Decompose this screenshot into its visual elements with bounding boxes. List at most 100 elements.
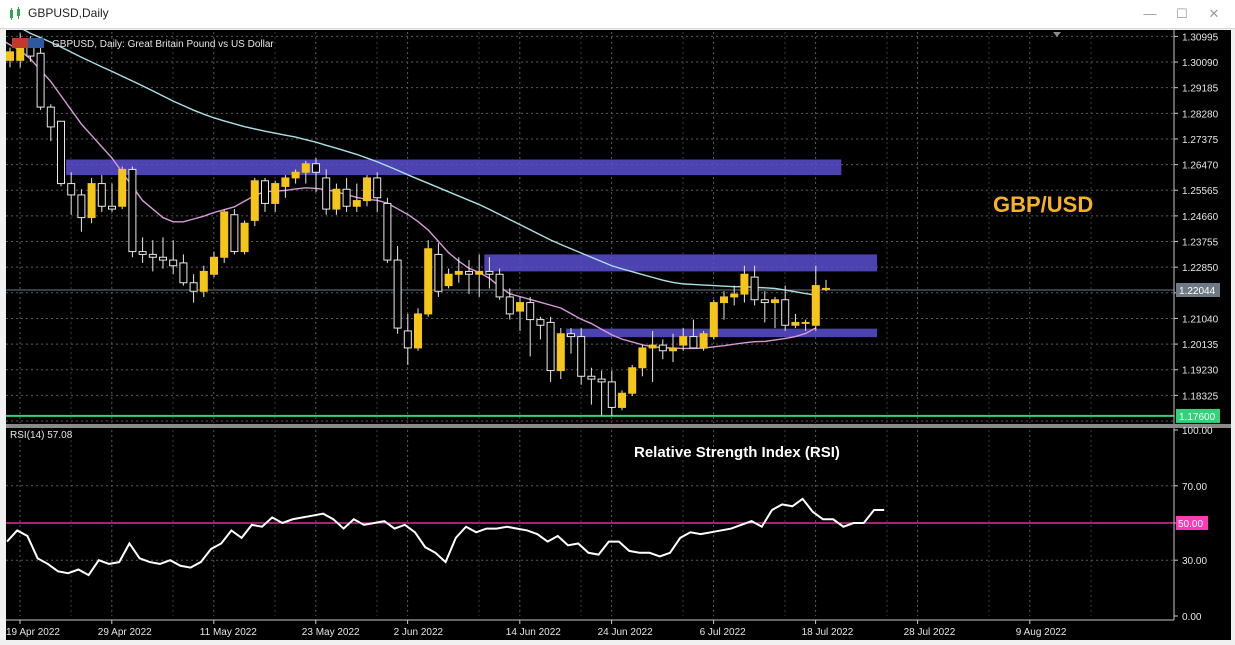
candle-bull [6,51,14,61]
support-level-label: 1.17600 [1179,412,1216,423]
price-axis-label: 1.26470 [1182,161,1219,172]
ma-slow-line [0,13,816,296]
candle-bear [465,270,473,275]
rsi-axis-label: 100.00 [1182,426,1213,437]
candle-bear [658,344,667,352]
candle-bull [210,256,218,275]
candle-bull [363,177,371,202]
candle-bull [199,270,208,292]
price-axis-label: 1.29185 [1182,84,1219,95]
candle-bear [393,259,402,329]
time-axis-label: 29 Apr 2022 [98,627,152,638]
candle-bull [669,347,677,352]
candle-bull [699,333,708,349]
candle-bull [271,183,280,204]
candle-bull [679,336,688,346]
candle-bull [301,163,310,173]
candle-bull [87,183,96,219]
candle-bear [587,375,596,380]
candle-bear [434,253,443,292]
price-axis-label: 1.30090 [1182,58,1219,69]
resistance-zone [565,328,877,338]
candle-bear [750,276,759,301]
resistance-zone [484,254,877,272]
candle-bull [648,344,657,349]
candle-bear [128,168,137,253]
candle-bear [36,52,45,108]
candle-bull [444,273,453,287]
candle-bull [454,270,463,275]
candle-bear [505,296,514,315]
candle-bear [567,333,575,338]
chart-window[interactable]: 1.30995 1.30090 1.29185 1.28280 1.27375 1.264… [0,13,1231,640]
candle-bear [108,205,116,210]
resistance-zone [66,159,842,176]
candle-bear [485,270,494,275]
candle-bull [291,171,300,179]
current-price-tag [1176,283,1220,298]
candle-bear [312,163,320,173]
candle-bear [607,381,616,408]
candle-bull [709,302,718,338]
candle-bear [383,202,392,261]
candle-bull [414,313,422,349]
rsi-line [6,497,885,577]
candle-bull [730,293,739,298]
candle-bear [189,282,198,292]
price-axis-label: 1.24660 [1182,212,1219,223]
candle-bear [230,214,239,253]
flag-icon [12,38,28,48]
rsi-axis-label: 30.00 [1182,556,1207,567]
candle-bull [618,392,626,408]
candle-bull [281,177,290,187]
chart-canvas[interactable]: 1.30995 1.30090 1.29185 1.28280 1.27375 1.264… [0,13,1231,640]
price-axis-label: 1.18325 [1182,391,1219,402]
time-axis-label: 6 Jul 2022 [700,627,747,638]
candle-bear [138,251,147,255]
candle-bear [169,259,178,267]
price-axis-label: 1.20135 [1182,340,1219,351]
time-axis-label: 9 Aug 2022 [1016,627,1067,638]
candle-bear [46,106,55,128]
maximize-icon[interactable]: ☐ [1176,6,1188,21]
candle-bull [771,299,779,304]
price-axis-label: 1.25565 [1182,186,1219,197]
window-title: GBPUSD,Daily [28,6,109,20]
flag-icon [28,38,44,48]
candle-bull [556,333,565,372]
rsi-level-label: 50.00 [1178,519,1203,530]
chart-icon [10,7,20,20]
candle-bull [638,347,647,369]
candle-bear [77,194,86,219]
candle-bear [689,336,698,349]
window-titlebar: GBPUSD,Daily — ☐ ✕ [0,0,1235,29]
pane-separator[interactable] [6,424,1231,428]
rsi-indicator-label: RSI(14) 57.08 [10,430,73,441]
candle-bear [403,330,412,349]
candle-bear [97,183,106,207]
candle-bull [516,302,524,312]
candle-bull [475,270,484,275]
time-axis-label: 23 May 2022 [302,627,360,638]
candle-bear [597,378,606,383]
price-axis-label: 1.30995 [1182,32,1219,43]
close-icon[interactable]: ✕ [1208,6,1220,21]
candle-bull [352,200,361,207]
annotation-rsi: Relative Strength Index (RSI) [634,444,840,461]
candle-bear [781,299,790,326]
candle-bear [526,302,535,321]
candle-bear [261,180,269,204]
chart-shift-icon[interactable] [1053,32,1061,37]
minimize-icon[interactable]: — [1143,6,1157,21]
price-axis-label: 1.28280 [1182,109,1219,120]
time-axis-label: 2 Jun 2022 [394,627,444,638]
candle-bear [57,120,65,185]
time-axis-label: 14 Jun 2022 [506,627,561,638]
rsi-axis-label: 0.00 [1182,612,1202,623]
time-axis-label: 19 Apr 2022 [6,627,60,638]
price-axis-label: 1.27375 [1182,135,1219,146]
candle-bull [740,273,749,295]
rsi-axis-label: 70.00 [1182,482,1207,493]
candle-bear [495,273,504,298]
candle-bear [159,256,167,261]
